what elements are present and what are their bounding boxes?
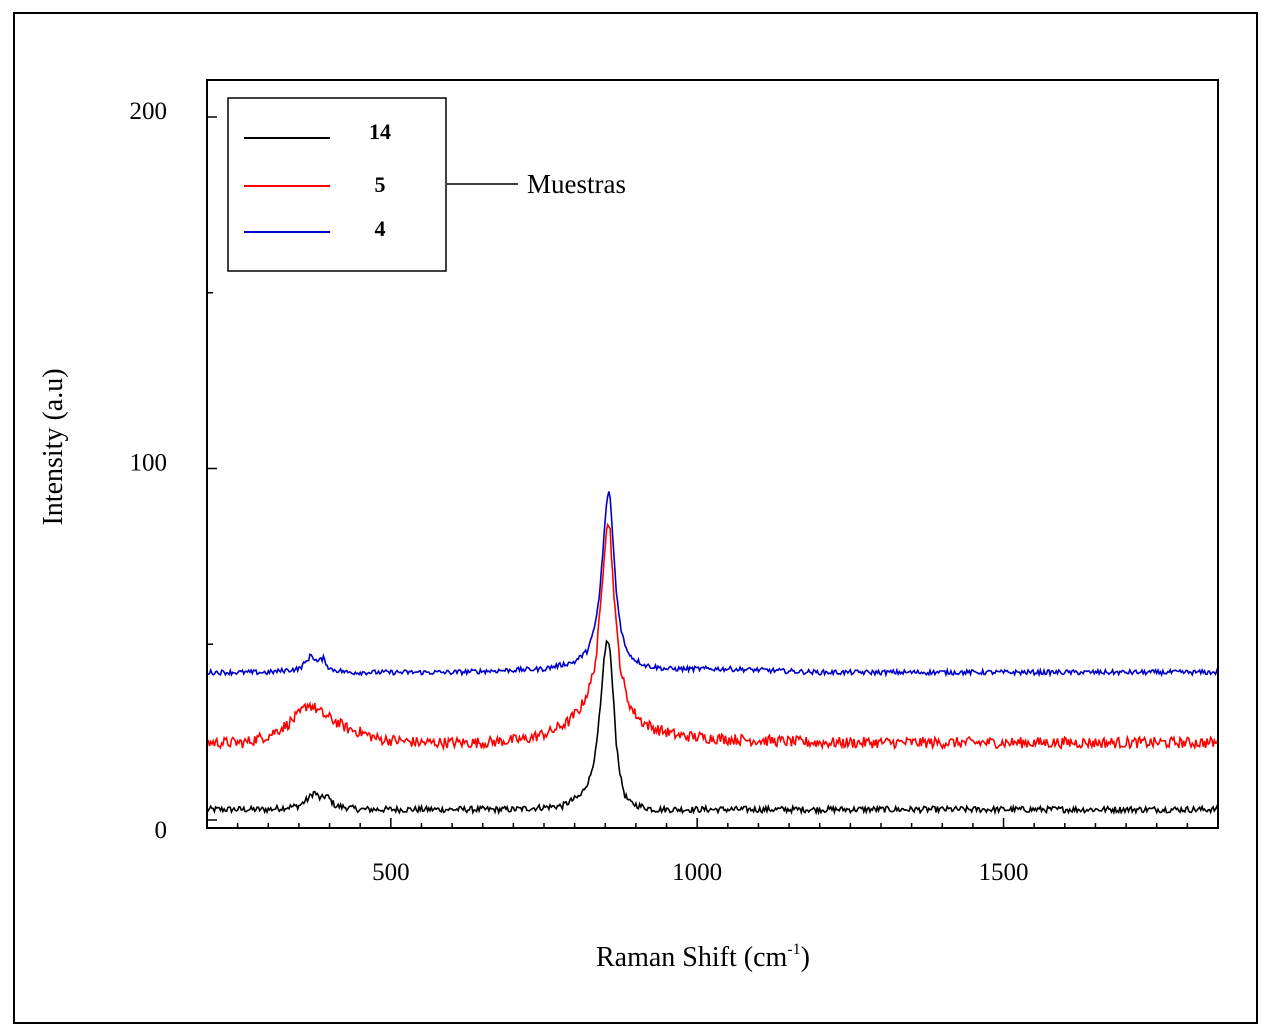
y-tick-label: 0 <box>155 817 168 844</box>
series-layer <box>206 491 1219 816</box>
annotation-muestras: Muestras <box>527 169 626 199</box>
series-line-4 <box>206 491 1219 678</box>
x-tick-label: 1500 <box>979 859 1029 886</box>
legend: 14 5 4 <box>227 97 447 272</box>
chart-frame <box>13 12 1258 1024</box>
x-axis-title: Raman Shift (cm-1) <box>596 941 810 973</box>
legend-label-14: 14 <box>369 119 391 144</box>
series-line-5 <box>206 522 1219 752</box>
y-tick-label: 100 <box>130 450 168 477</box>
plot-area-border <box>206 79 1219 829</box>
legend-label-4: 4 <box>375 216 386 241</box>
y-axis-ticks: 0 100 200 <box>130 98 217 844</box>
y-axis-title: Intensity (a.u) <box>38 368 69 525</box>
y-tick-label: 200 <box>130 98 168 125</box>
series-line-14 <box>206 639 1219 816</box>
x-axis-ticks: 500 1000 1500 <box>236 818 1189 886</box>
legend-label-5: 5 <box>375 172 386 197</box>
legend-box <box>227 97 447 272</box>
x-tick-label: 500 <box>372 859 410 886</box>
x-tick-label: 1000 <box>672 859 722 886</box>
